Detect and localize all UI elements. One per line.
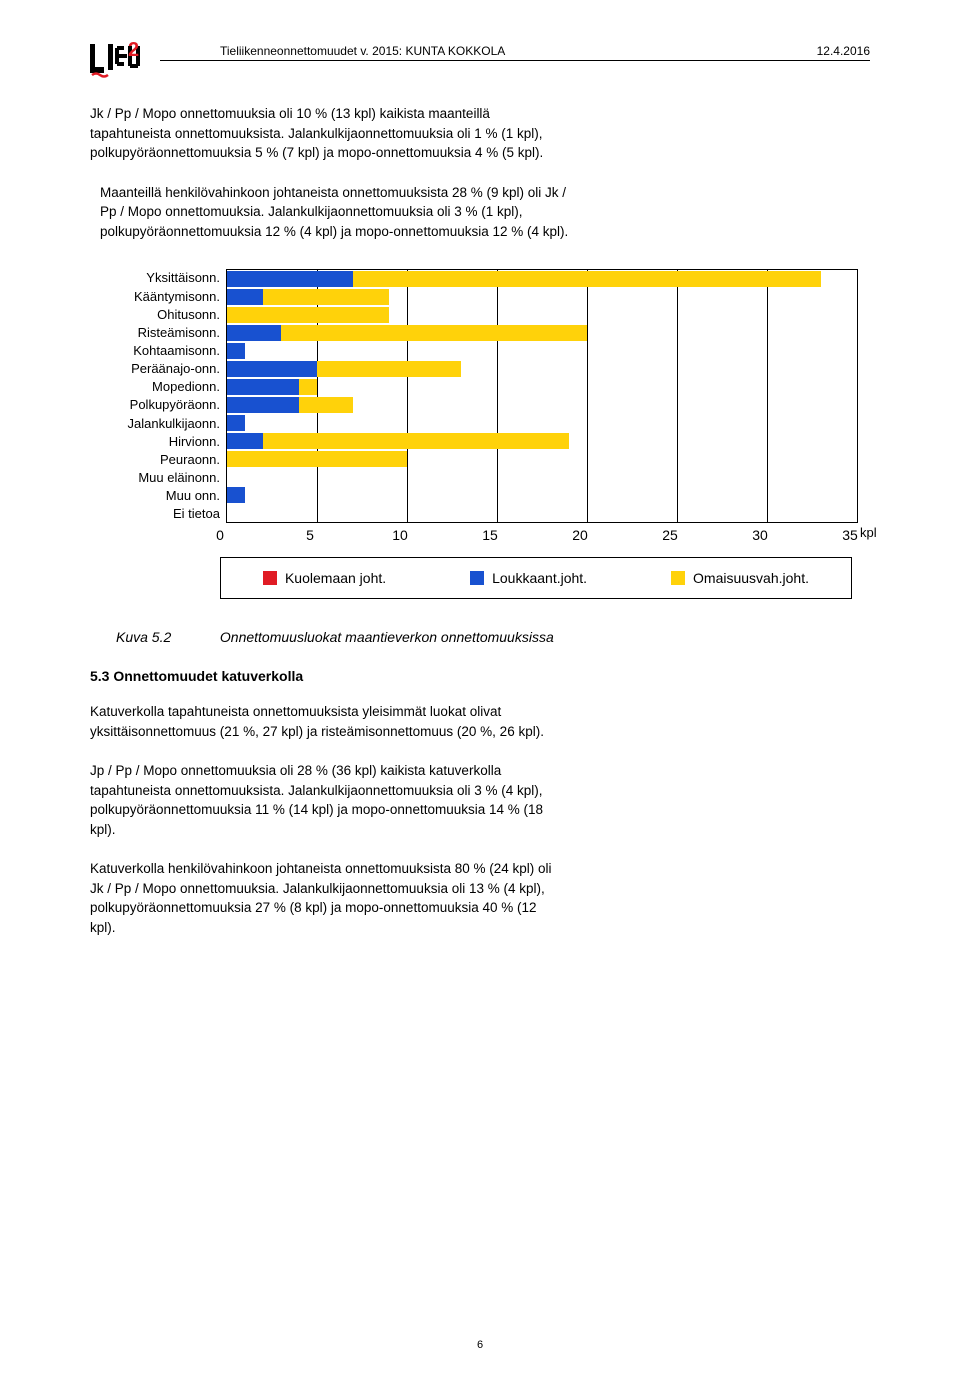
chart-unit-label: kpl (860, 524, 877, 543)
chart-x-tick: 25 (662, 525, 678, 545)
caption-number: Kuva 5.2 (116, 627, 216, 647)
chart-bar-segment (281, 325, 587, 341)
chart-x-tick: 10 (392, 525, 408, 545)
paragraph-2: Maanteillä henkilövahinkoon johtaneista … (100, 183, 570, 242)
swatch-icon (470, 571, 484, 585)
chart-x-tick: 15 (482, 525, 498, 545)
chart-x-tick: 20 (572, 525, 588, 545)
chart-bar-row (227, 378, 857, 396)
legend-label: Omaisuusvah.joht. (693, 568, 809, 588)
chart-plot-area (226, 269, 858, 523)
chart-category-label: Jalankulkijaonn. (90, 415, 220, 433)
chart-category-label: Kohtaamisonn. (90, 342, 220, 360)
chart-bar-segment (227, 325, 281, 341)
chart-bar-segment (227, 487, 245, 503)
svg-text:2: 2 (128, 40, 139, 61)
header-date: 12.4.2016 (817, 44, 870, 58)
chart-category-label: Polkupyöräonn. (90, 396, 220, 414)
chart-bar-segment (227, 343, 245, 359)
chart-bar-segment (227, 307, 389, 323)
chart-category-label: Peräänajo-onn. (90, 360, 220, 378)
chart-bar-segment (227, 451, 407, 467)
chart-bar-segment (227, 433, 263, 449)
chart-bar-segment (263, 433, 569, 449)
chart-bar-segment (227, 379, 299, 395)
legend-item-yellow: Omaisuusvah.joht. (671, 568, 809, 588)
chart-x-axis: 05101520253035 (220, 525, 852, 543)
chart-category-label: Muu onn. (90, 487, 220, 505)
legend-item-red: Kuolemaan joht. (263, 568, 386, 588)
chart-bar-row (227, 270, 857, 288)
chart-bar-segment (227, 397, 299, 413)
chart-bar-row (227, 306, 857, 324)
chart-bar-segment (263, 289, 389, 305)
chart-bar-row (227, 432, 857, 450)
figure-caption: Kuva 5.2 Onnettomuusluokat maantieverkon… (116, 627, 870, 647)
legend-item-blue: Loukkaant.joht. (470, 568, 587, 588)
header-title: Tieliikenneonnettomuudet v. 2015: KUNTA … (160, 44, 505, 58)
chart-bar-row (227, 360, 857, 378)
chart-category-label: Yksittäisonn. (90, 269, 220, 287)
paragraph-5: Katuverkolla henkilövahinkoon johtaneist… (90, 859, 560, 937)
paragraph-1: Jk / Pp / Mopo onnettomuuksia oli 10 % (… (90, 104, 560, 163)
page-header: 2 Tieliikenneonnettomuudet v. 2015: KUNT… (90, 40, 870, 80)
chart-bar-segment (353, 271, 821, 287)
chart-x-tick: 35 (842, 525, 858, 545)
chart-bar-row (227, 324, 857, 342)
chart-bar-segment (317, 361, 461, 377)
chart-bar-row (227, 504, 857, 522)
chart-bar-segment (227, 271, 353, 287)
chart-category-label: Ei tietoa (90, 505, 220, 523)
chart-bar-row (227, 396, 857, 414)
chart-bar-row (227, 486, 857, 504)
chart-bar-row (227, 288, 857, 306)
chart-bar-row (227, 342, 857, 360)
chart-bar-row (227, 468, 857, 486)
chart-legend: Kuolemaan joht. Loukkaant.joht. Omaisuus… (220, 557, 852, 599)
chart-accident-classes: Yksittäisonn.Kääntymisonn.Ohitusonn.Rist… (90, 269, 870, 599)
chart-bar-row (227, 450, 857, 468)
chart-bar-segment (299, 379, 317, 395)
caption-text: Onnettomuusluokat maantieverkon onnettom… (220, 629, 554, 645)
chart-category-label: Muu eläinonn. (90, 469, 220, 487)
chart-category-label: Peuraonn. (90, 451, 220, 469)
chart-category-label: Hirvionn. (90, 433, 220, 451)
chart-bar-segment (227, 361, 317, 377)
chart-bar-segment (299, 397, 353, 413)
chart-y-labels: Yksittäisonn.Kääntymisonn.Ohitusonn.Rist… (90, 269, 226, 523)
page-number: 6 (477, 1339, 483, 1351)
chart-bar-segment (227, 289, 263, 305)
chart-category-label: Ohitusonn. (90, 306, 220, 324)
paragraph-3: Katuverkolla tapahtuneista onnettomuuksi… (90, 702, 560, 741)
section-heading: 5.3 Onnettomuudet katuverkolla (90, 666, 870, 686)
chart-x-tick: 0 (216, 525, 224, 545)
legend-label: Kuolemaan joht. (285, 568, 386, 588)
chart-category-label: Risteämisonn. (90, 324, 220, 342)
swatch-icon (263, 571, 277, 585)
swatch-icon (671, 571, 685, 585)
chart-x-tick: 5 (306, 525, 314, 545)
chart-bar-segment (227, 415, 245, 431)
legend-label: Loukkaant.joht. (492, 568, 587, 588)
chart-bar-row (227, 414, 857, 432)
chart-x-tick: 30 (752, 525, 768, 545)
chart-category-label: Kääntymisonn. (90, 288, 220, 306)
paragraph-4: Jp / Pp / Mopo onnettomuuksia oli 28 % (… (90, 761, 560, 839)
chart-category-label: Mopedionn. (90, 378, 220, 396)
logo-icon: 2 (90, 40, 148, 80)
